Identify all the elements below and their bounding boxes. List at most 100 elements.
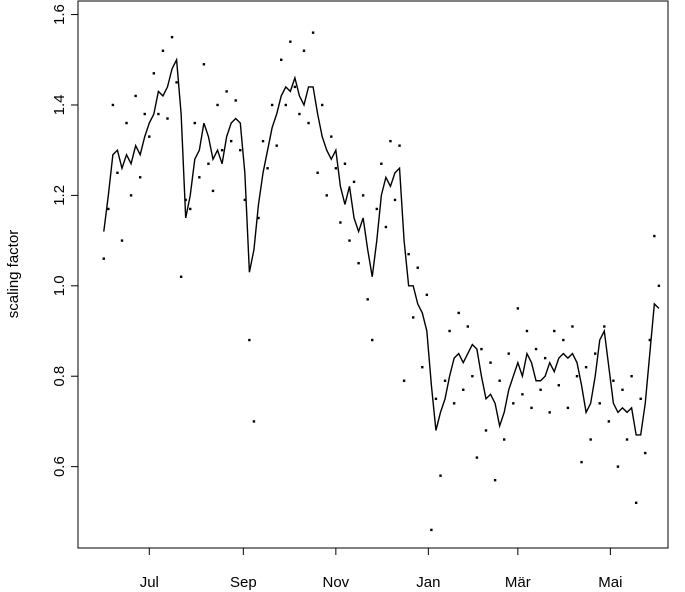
data-point (557, 384, 560, 387)
y-tick-label: 1.4 (51, 95, 68, 116)
smooth-line (103, 57, 660, 436)
data-point (452, 402, 456, 405)
data-point (220, 148, 224, 152)
data-point (243, 198, 247, 202)
data-point (352, 180, 356, 184)
data-point (603, 325, 606, 328)
y-tick-label: 0.6 (51, 456, 68, 477)
data-point (475, 456, 479, 459)
data-point (348, 239, 351, 242)
data-point (484, 429, 488, 432)
data-point (366, 298, 369, 301)
data-point (134, 94, 137, 98)
data-point (512, 402, 515, 405)
data-point (584, 365, 588, 369)
data-point (166, 117, 169, 120)
data-point (111, 103, 115, 107)
data-point (393, 198, 397, 202)
y-tick-label: 1.6 (51, 4, 68, 25)
data-point (411, 316, 415, 319)
data-point (170, 35, 174, 39)
data-point (580, 460, 583, 464)
data-point (525, 329, 529, 333)
data-point (575, 375, 579, 378)
data-point (152, 72, 156, 75)
data-point (229, 139, 233, 143)
data-point (566, 406, 570, 410)
data-point (521, 393, 524, 396)
data-point (653, 234, 656, 238)
data-point (471, 375, 474, 378)
x-tick-label: Jul (140, 574, 159, 591)
data-point (270, 103, 274, 107)
x-tick-label: Mär (505, 574, 531, 591)
data-point (184, 198, 187, 202)
data-point (407, 252, 410, 256)
data-point (593, 352, 597, 355)
data-point (343, 162, 347, 165)
data-point (457, 311, 460, 315)
data-point (239, 148, 242, 152)
data-point (261, 139, 265, 143)
y-tick-label: 1.0 (51, 275, 68, 296)
data-point (102, 257, 105, 260)
x-tick-label: Nov (322, 574, 349, 591)
data-point (316, 171, 319, 174)
data-point (530, 406, 533, 410)
data-point (448, 329, 451, 333)
data-point (644, 451, 647, 455)
data-point (607, 420, 611, 423)
data-point (143, 112, 146, 116)
data-point (539, 388, 542, 391)
data-point (107, 207, 110, 211)
data-point (275, 144, 278, 147)
data-point (430, 528, 433, 532)
data-point (120, 239, 124, 242)
data-point (189, 207, 192, 211)
data-point (325, 194, 328, 197)
data-point (252, 420, 256, 423)
y-axis-label: scaling factor (5, 230, 22, 318)
data-point (298, 112, 301, 116)
data-point (257, 216, 260, 220)
data-point (621, 388, 624, 391)
data-point (293, 85, 297, 89)
data-point (480, 347, 483, 351)
data-point (339, 221, 342, 224)
data-point (334, 167, 338, 170)
data-point (307, 121, 310, 125)
data-point (648, 338, 651, 342)
data-point (462, 388, 465, 391)
data-point (402, 379, 406, 382)
data-point (375, 207, 378, 211)
y-tick-label: 0.8 (51, 366, 68, 387)
x-tick-label: Mai (598, 574, 622, 591)
data-point (562, 338, 565, 342)
data-point (138, 176, 142, 179)
data-point (389, 139, 392, 143)
data-point (266, 167, 269, 170)
x-tick-label: Jan (416, 574, 440, 591)
x-tick-label: Sep (230, 574, 257, 591)
data-point (443, 379, 447, 382)
data-point (302, 49, 306, 52)
data-point (198, 176, 201, 179)
data-point (507, 352, 510, 355)
data-point (161, 49, 165, 52)
data-point (434, 397, 438, 401)
data-point (280, 58, 283, 61)
data-point (502, 438, 506, 441)
data-point (384, 225, 388, 229)
data-point (179, 275, 183, 278)
data-point (553, 329, 556, 333)
y-tick-label: 1.2 (51, 185, 68, 206)
data-point (148, 135, 151, 138)
data-point (380, 162, 383, 165)
data-point (225, 90, 228, 93)
data-point (616, 465, 620, 468)
data-point (284, 103, 287, 107)
data-point (116, 171, 119, 174)
data-point (175, 81, 178, 84)
data-point (625, 438, 629, 441)
